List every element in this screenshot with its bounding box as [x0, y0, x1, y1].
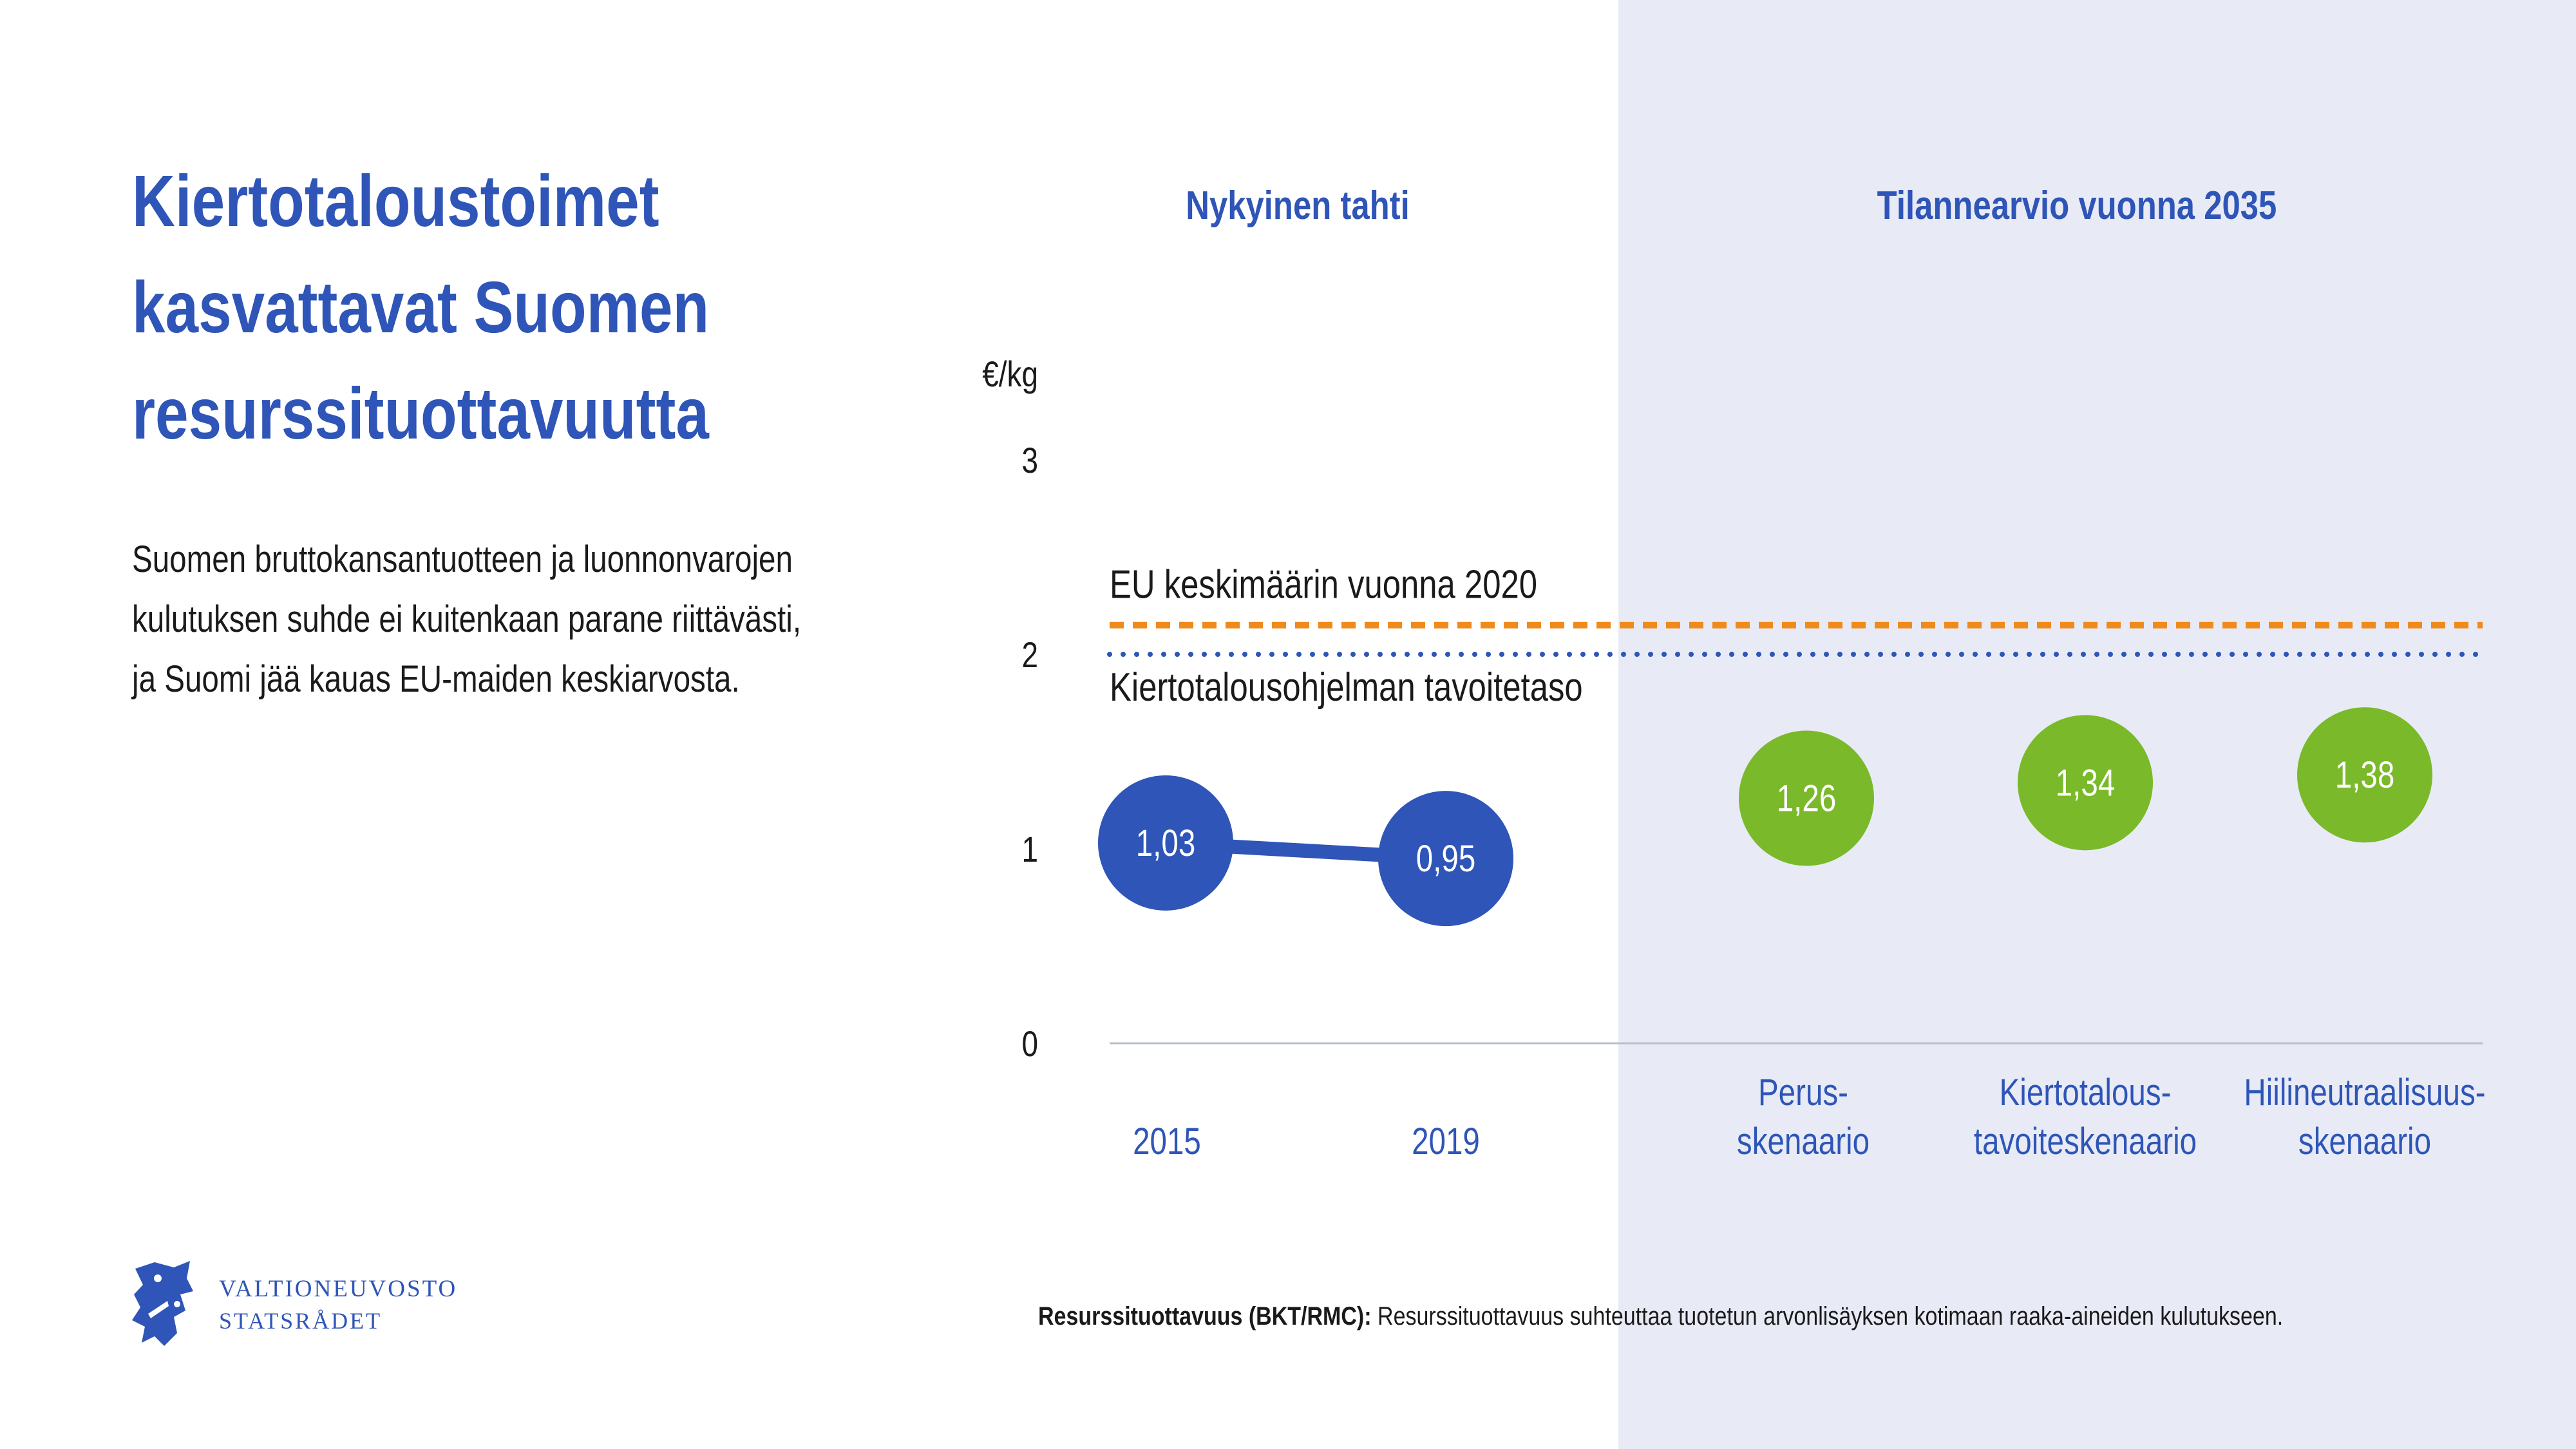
- data-point-bubble: [1098, 775, 1233, 911]
- x-category-label: Kiertotalous-: [2000, 1072, 2172, 1114]
- x-category-label: Perus-: [1758, 1072, 1848, 1114]
- data-point-label: 0,95: [1416, 838, 1476, 880]
- x-category-label: Hiilineutraalisuus-: [2244, 1072, 2485, 1114]
- x-category-label: 2019: [1412, 1121, 1480, 1163]
- data-point-bubble: [2018, 715, 2153, 851]
- lion-emblem-icon: [132, 1261, 193, 1346]
- intro-line: ja Suomi jää kauas EU-maiden keskiarvost…: [132, 658, 740, 700]
- intro-paragraph: Suomen bruttokansantuotteen ja luonnonva…: [132, 529, 871, 709]
- logo-text-finnish: VALTIONEUVOSTO: [219, 1276, 458, 1302]
- y-tick-label: 2: [1021, 635, 1038, 675]
- data-point-label: 1,26: [1777, 778, 1837, 820]
- x-category-label: tavoiteskenaario: [1974, 1121, 2197, 1163]
- footnote-term: Resurssituottavuus (BKT/RMC):: [1038, 1302, 1372, 1331]
- x-category-label: skenaario: [2298, 1121, 2431, 1163]
- data-point-label: 1,03: [1136, 823, 1196, 865]
- logo-text-swedish: STATSRÅDET: [219, 1308, 383, 1334]
- title-line: Kiertotaloustoimet: [132, 160, 659, 242]
- data-point-bubble: [2297, 707, 2432, 843]
- data-point-bubble: [1739, 730, 1874, 866]
- y-axis-label: €/kg: [982, 354, 1038, 394]
- page-title: Kiertotaloustoimet kasvattavat Suomen re…: [132, 148, 819, 467]
- eu-average-label: EU keskimäärin vuonna 2020: [1110, 563, 1537, 607]
- section-header: Tilannearvio vuonna 2035: [1877, 184, 2277, 228]
- data-point-bubble: [1378, 791, 1513, 927]
- y-tick-label: 3: [1021, 440, 1038, 480]
- x-category-label: 2015: [1133, 1121, 1201, 1163]
- title-line: kasvattavat Suomen: [132, 267, 710, 348]
- y-tick-label: 0: [1021, 1024, 1038, 1064]
- definition-footnote: Resurssituottavuus (BKT/RMC): Resurssitu…: [1038, 1302, 2283, 1331]
- data-point-label: 1,34: [2056, 762, 2116, 804]
- intro-line: Suomen bruttokansantuotteen ja luonnonva…: [132, 538, 793, 580]
- government-logo: VALTIONEUVOSTO STATSRÅDET: [129, 1256, 489, 1359]
- intro-line: kulutuksen suhde ei kuitenkaan parane ri…: [132, 598, 802, 640]
- x-category-label: skenaario: [1737, 1121, 1870, 1163]
- target-level-label: Kiertotalousohjelman tavoitetaso: [1110, 665, 1583, 710]
- y-tick-label: 1: [1021, 829, 1038, 869]
- title-line: resurssituottavuutta: [132, 373, 709, 454]
- footnote-text: Resurssituottavuus suhteuttaa tuotetun a…: [1371, 1302, 2284, 1331]
- data-point-label: 1,38: [2335, 755, 2395, 797]
- section-header: Nykyinen tahti: [1186, 184, 1409, 228]
